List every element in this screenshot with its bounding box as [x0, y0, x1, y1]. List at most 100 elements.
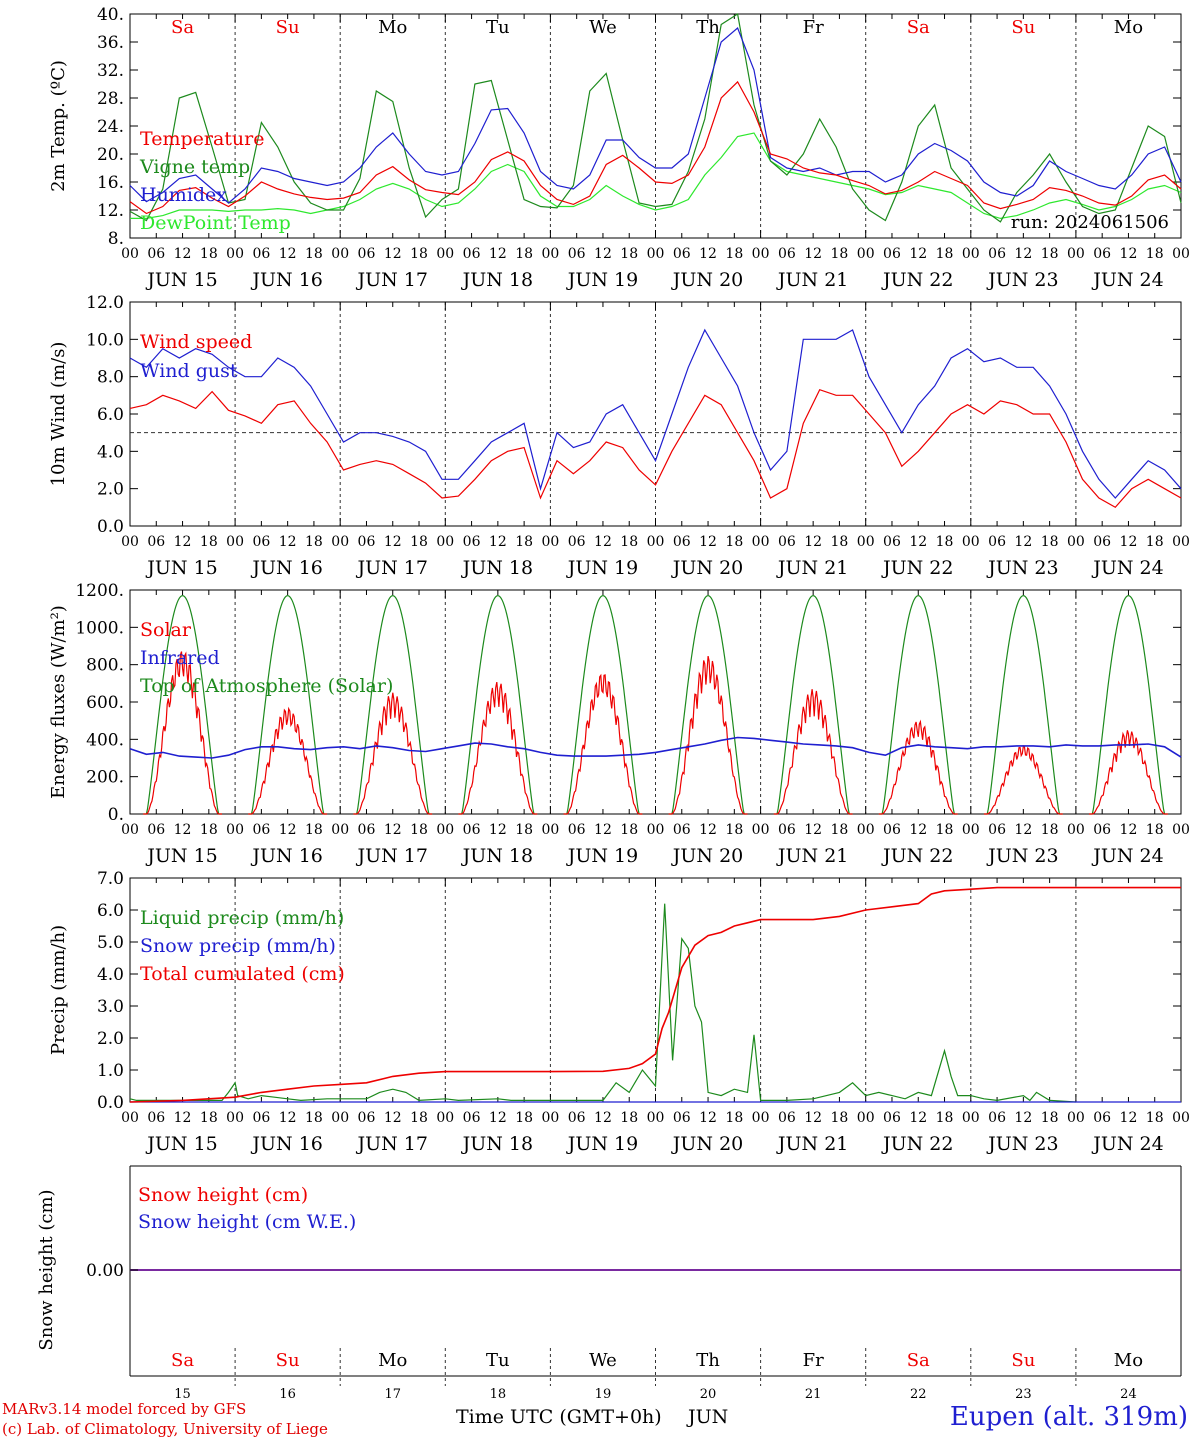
x-hour-label: 00: [1172, 246, 1190, 262]
x-hour-label: 12: [489, 534, 507, 550]
day-label: Mo: [378, 17, 407, 38]
x-hour-label: 18: [725, 1110, 743, 1126]
x-date-label: JUN 21: [776, 269, 848, 291]
x-hour-label: 06: [358, 534, 376, 550]
x-hour-label: 00: [1067, 246, 1085, 262]
x-hour-label: 12: [489, 1110, 507, 1126]
x-date-label: JUN 23: [986, 1133, 1058, 1155]
x-hour-label: 12: [174, 1110, 192, 1126]
x-hour-label: 06: [568, 534, 586, 550]
x-hour-label: 00: [541, 822, 559, 838]
solar-curve: [563, 673, 643, 815]
x-hour-label: 18: [725, 822, 743, 838]
x-hour-label: 00: [857, 534, 875, 550]
x-hour-label: 12: [699, 1110, 717, 1126]
legend-entry: Temperature: [140, 128, 264, 150]
x-hour-label: 12: [909, 822, 927, 838]
x-hour-label: 18: [410, 1110, 428, 1126]
x-hour-label: 06: [463, 246, 481, 262]
x-hour-label: 00: [436, 534, 454, 550]
x-hour-label: 18: [200, 534, 218, 550]
x-hour-label: 00: [857, 822, 875, 838]
x-hour-label: 12: [804, 1110, 822, 1126]
x-hour-label: 06: [988, 246, 1006, 262]
y-axis-label: Snow height (cm): [36, 1189, 57, 1350]
x-date-label: JUN 24: [1091, 557, 1163, 579]
x-date-label: JUN 16: [250, 1133, 322, 1155]
x-hour-label: 06: [673, 822, 691, 838]
legend-entry: Total cumulated (cm): [140, 963, 345, 985]
x-hour-label: 06: [568, 246, 586, 262]
x-hour-label: 18: [305, 246, 323, 262]
x-date-label: JUN 16: [250, 845, 322, 867]
x-hour-label: 18: [725, 246, 743, 262]
temperature-panel: 40. 36. 32. 28. 24. 20. 16. 12. 8. 2m Temp. (ºC) 0…: [48, 5, 1190, 291]
y-tick-label: 28.: [97, 89, 124, 109]
x-hour-label: 12: [174, 822, 192, 838]
x-hour-label: 18: [410, 534, 428, 550]
x-hour-label: 18: [1041, 1110, 1059, 1126]
y-tick-label: 24.: [97, 117, 124, 137]
series-line-wind-speed: [129, 388, 1182, 509]
y-tick-label: 12.: [97, 201, 124, 221]
x-hour-label: 12: [699, 822, 717, 838]
x-hour-label: 12: [699, 246, 717, 262]
x-hour-label: 12: [279, 534, 297, 550]
x-hour-label: 18: [305, 822, 323, 838]
legend-entry: Solar: [140, 619, 192, 641]
x-hour-label: 00: [752, 534, 770, 550]
y-tick-label: 0.00: [86, 1261, 124, 1281]
x-hour-label: 12: [1014, 1110, 1032, 1126]
x-hour-label: 12: [594, 822, 612, 838]
x-hour-label: 12: [1120, 534, 1138, 550]
y-tick-label: 1000.: [75, 618, 124, 638]
x-hour-label: 06: [147, 246, 165, 262]
day-label: We: [589, 1350, 617, 1371]
panel-frame: [129, 13, 1182, 239]
x-date-label: JUN 21: [776, 845, 848, 867]
x-hour-label: 12: [909, 246, 927, 262]
day-label: Mo: [378, 1350, 407, 1371]
x-hour-label: 00: [1172, 1110, 1190, 1126]
x-date-label: JUN 21: [776, 1133, 848, 1155]
x-date-label: JUN 15: [145, 1133, 217, 1155]
x-date-label: JUN 24: [1091, 845, 1163, 867]
x-hour-label: 00: [1067, 1110, 1085, 1126]
toa-solar-arc: [983, 594, 1063, 815]
x-date-label: JUN 15: [145, 269, 217, 291]
x-hour-label: 00: [541, 534, 559, 550]
x-hour-label: 00: [1172, 534, 1190, 550]
x-hour-label: 12: [699, 534, 717, 550]
day-label: Sa: [907, 17, 930, 38]
x-hour-label: 12: [384, 246, 402, 262]
y-tick-label: 20.: [97, 145, 124, 165]
toa-solar-arc: [878, 594, 958, 815]
x-hour-label: 06: [252, 246, 270, 262]
x-hour-label: 06: [988, 1110, 1006, 1126]
solar-curve: [458, 681, 538, 815]
legend-entry: DewPoint Temp: [140, 212, 291, 234]
y-tick-label: 600.: [86, 693, 124, 713]
y-tick-label: 32.: [97, 61, 124, 81]
solar-curve: [248, 706, 328, 815]
x-hour-label: 12: [804, 246, 822, 262]
day-label: Su: [276, 1350, 300, 1371]
y-tick-label: 36.: [97, 33, 124, 53]
y-tick-label: 1200.: [75, 581, 124, 601]
day-number: 24: [1120, 1387, 1137, 1400]
x-hour-label: 06: [147, 822, 165, 838]
x-hour-label: 00: [226, 246, 244, 262]
day-number: 19: [595, 1387, 612, 1400]
solar-curve: [353, 692, 433, 815]
x-hour-label: 18: [620, 822, 638, 838]
x-hour-label: 00: [857, 246, 875, 262]
x-hour-label: 06: [463, 1110, 481, 1126]
toa-solar-arc: [563, 594, 643, 815]
x-hour-label: 18: [936, 534, 954, 550]
day-label: Th: [696, 1350, 720, 1371]
x-hour-label: 00: [226, 822, 244, 838]
x-axis-label: Time UTC (GMT+0h): [456, 1406, 662, 1428]
day-label: Th: [696, 17, 720, 38]
y-tick-label: 0.0: [97, 517, 124, 537]
day-label: Sa: [171, 1350, 194, 1371]
